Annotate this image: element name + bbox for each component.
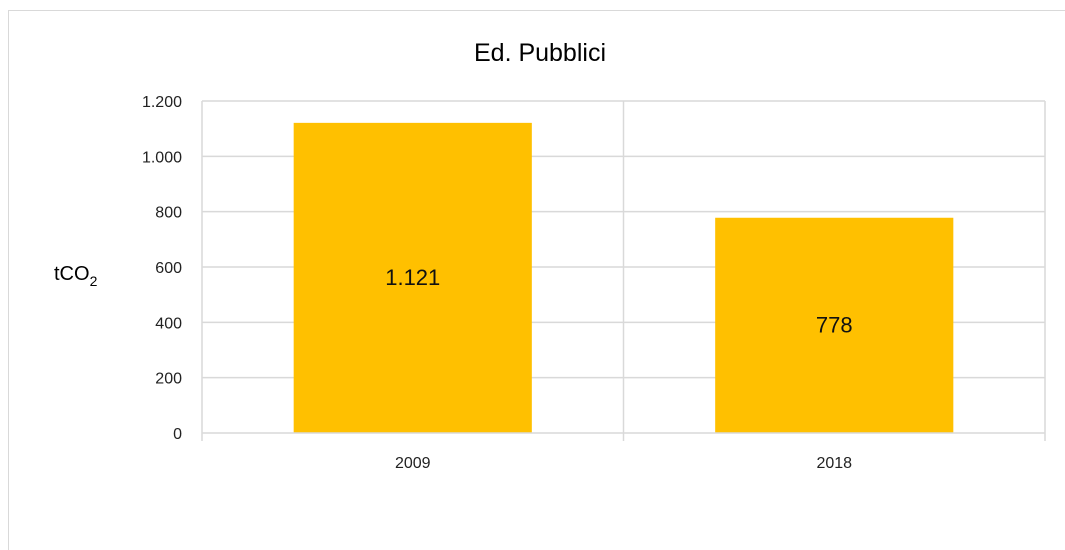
data-label-2018: 778 xyxy=(816,312,853,337)
y-tick-label: 1.000 xyxy=(142,149,182,166)
y-axis-label: tCO2 xyxy=(54,263,98,289)
y-tick-label: 1.200 xyxy=(142,94,182,111)
y-tick-label: 600 xyxy=(155,260,182,277)
chart-title: Ed. Pubblici xyxy=(474,39,606,67)
chart-frame xyxy=(8,10,1065,550)
bar-2018 xyxy=(715,217,954,433)
x-tick-label: 2018 xyxy=(816,455,852,472)
y-tick-label: 800 xyxy=(155,205,182,222)
bar-2009 xyxy=(293,122,532,434)
y-axis-label-subscript: 2 xyxy=(90,273,98,289)
data-labels: 1.121 778 xyxy=(385,265,852,337)
y-tick-label: 400 xyxy=(155,315,182,332)
bars xyxy=(293,122,954,434)
x-tick-label: 2009 xyxy=(395,455,431,472)
axes: 0 200 400 600 800 1.000 1.200 2009 2018 xyxy=(142,94,1045,472)
y-axis-label-main: tCO xyxy=(54,263,90,285)
data-label-2009: 1.121 xyxy=(385,265,440,290)
y-tick-label: 200 xyxy=(155,371,182,388)
y-tick-label: 0 xyxy=(173,426,182,443)
